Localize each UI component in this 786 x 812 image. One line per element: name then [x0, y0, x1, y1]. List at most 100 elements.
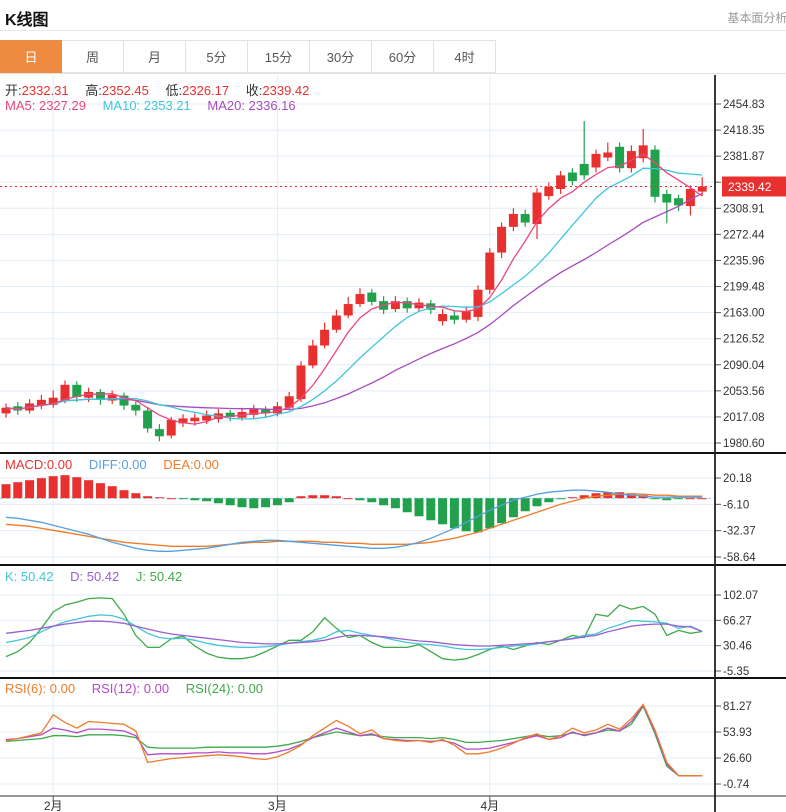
- candle-body: [72, 384, 82, 397]
- kline-chart-svg: 2454.832418.352381.872345.402308.912272.…: [0, 75, 786, 812]
- candle-body: [1, 407, 11, 414]
- candle-body: [131, 404, 141, 411]
- candle-body: [556, 175, 566, 189]
- y-tick-label: 2053.56: [723, 386, 765, 398]
- macd-hist-bar: [438, 498, 448, 525]
- rsi6-line: [5, 703, 703, 777]
- k-line: [5, 614, 703, 651]
- ma5-line: [5, 153, 703, 425]
- macd-hist-bar: [190, 498, 200, 501]
- j-line: [5, 597, 703, 661]
- candle-body: [331, 315, 341, 330]
- macd-hist-bar: [95, 483, 105, 499]
- macd-hist-bar: [84, 480, 94, 499]
- candle-body: [308, 345, 318, 366]
- ma20-line: [5, 192, 703, 411]
- macd-hist-bar: [225, 498, 235, 506]
- macd-hist-bar: [650, 498, 660, 500]
- candle-body: [343, 304, 353, 316]
- y-tick-label: 2381.87: [723, 151, 765, 163]
- y-tick-label: -32.37: [723, 526, 756, 538]
- y-tick-label: -5.35: [723, 666, 749, 678]
- candle-body: [296, 365, 306, 400]
- macd-hist-bar: [296, 496, 306, 499]
- y-tick-label: 2308.91: [723, 203, 765, 215]
- macd-hist-bar: [25, 480, 35, 499]
- tab-day[interactable]: 日: [0, 40, 62, 73]
- macd-hist-bar: [131, 493, 141, 499]
- tab-5min[interactable]: 5分: [186, 40, 248, 73]
- candle-body: [107, 394, 117, 401]
- macd-hist-bar: [154, 497, 164, 499]
- macd-hist-bar: [272, 498, 282, 506]
- candle-body: [615, 146, 625, 169]
- y-tick-label: 81.27: [723, 701, 752, 713]
- candle-body: [638, 145, 648, 159]
- dea-line: [5, 493, 703, 547]
- tab-30min[interactable]: 30分: [310, 40, 372, 73]
- tab-15min[interactable]: 15分: [248, 40, 310, 73]
- d-line: [5, 620, 703, 647]
- macd-hist-bar: [178, 498, 188, 500]
- macd-hist-bar: [48, 476, 58, 499]
- candle-body: [591, 153, 601, 168]
- macd-hist-bar: [166, 498, 176, 500]
- macd-hist-bar: [497, 498, 507, 524]
- fundamental-analysis-link[interactable]: 基本面分析»: [727, 11, 786, 25]
- y-tick-label: 30.46: [723, 641, 752, 653]
- macd-hist-bar: [697, 498, 707, 500]
- macd-hist-bar: [143, 496, 153, 499]
- rsi24-line: [5, 704, 703, 777]
- current-price-label: 2339.42: [728, 180, 772, 194]
- y-tick-label: 53.93: [723, 727, 752, 739]
- macd-hist-bar: [355, 498, 365, 501]
- page-title: K线图: [5, 12, 49, 29]
- candle-body: [166, 419, 176, 436]
- macd-hist-bar: [414, 498, 424, 517]
- candle-body: [60, 384, 70, 401]
- macd-hist-bar: [343, 498, 353, 500]
- macd-hist-bar: [449, 498, 459, 529]
- macd-hist-bar: [36, 478, 46, 499]
- macd-hist-bar: [213, 498, 223, 504]
- y-tick-label: 2199.48: [723, 282, 765, 294]
- candle-body: [544, 186, 554, 197]
- candle-body: [438, 314, 448, 322]
- y-tick-label: 26.60: [723, 753, 752, 765]
- macd-hist-bar: [426, 498, 436, 521]
- candle-body: [367, 292, 377, 302]
- candle-body: [190, 417, 200, 422]
- y-tick-label: 66.27: [723, 615, 752, 627]
- y-tick-label: 2126.52: [723, 334, 765, 346]
- y-tick-label: 20.18: [723, 473, 752, 485]
- y-tick-label: 2272.44: [723, 229, 765, 241]
- candle-body: [650, 149, 660, 197]
- y-tick-label: -6.10: [723, 499, 749, 511]
- y-tick-label: 1980.60: [723, 438, 765, 450]
- tab-week[interactable]: 周: [62, 40, 124, 73]
- tab-month[interactable]: 月: [124, 40, 186, 73]
- macd-hist-bar: [72, 477, 82, 499]
- macd-hist-bar: [544, 498, 554, 503]
- tab-4hour[interactable]: 4时: [434, 40, 496, 73]
- macd-hist-bar: [556, 498, 566, 500]
- candle-body: [567, 172, 577, 182]
- y-tick-label: 2418.35: [723, 125, 765, 137]
- tab-60min[interactable]: 60分: [372, 40, 434, 73]
- candle-body: [674, 198, 684, 206]
- candle-body: [461, 311, 471, 320]
- candle-body: [579, 163, 589, 176]
- candle-body: [178, 418, 188, 424]
- y-tick-label: 2090.04: [723, 360, 765, 372]
- macd-hist-bar: [284, 498, 294, 503]
- candle-body: [414, 302, 424, 309]
- macd-hist-bar: [662, 498, 672, 501]
- macd-hist-bar: [520, 498, 530, 512]
- macd-hist-bar: [485, 498, 495, 529]
- macd-hist-bar: [119, 490, 129, 499]
- macd-hist-bar: [261, 498, 271, 508]
- macd-hist-bar: [532, 498, 542, 507]
- macd-hist-bar: [402, 498, 412, 513]
- y-tick-label: 2017.08: [723, 412, 765, 424]
